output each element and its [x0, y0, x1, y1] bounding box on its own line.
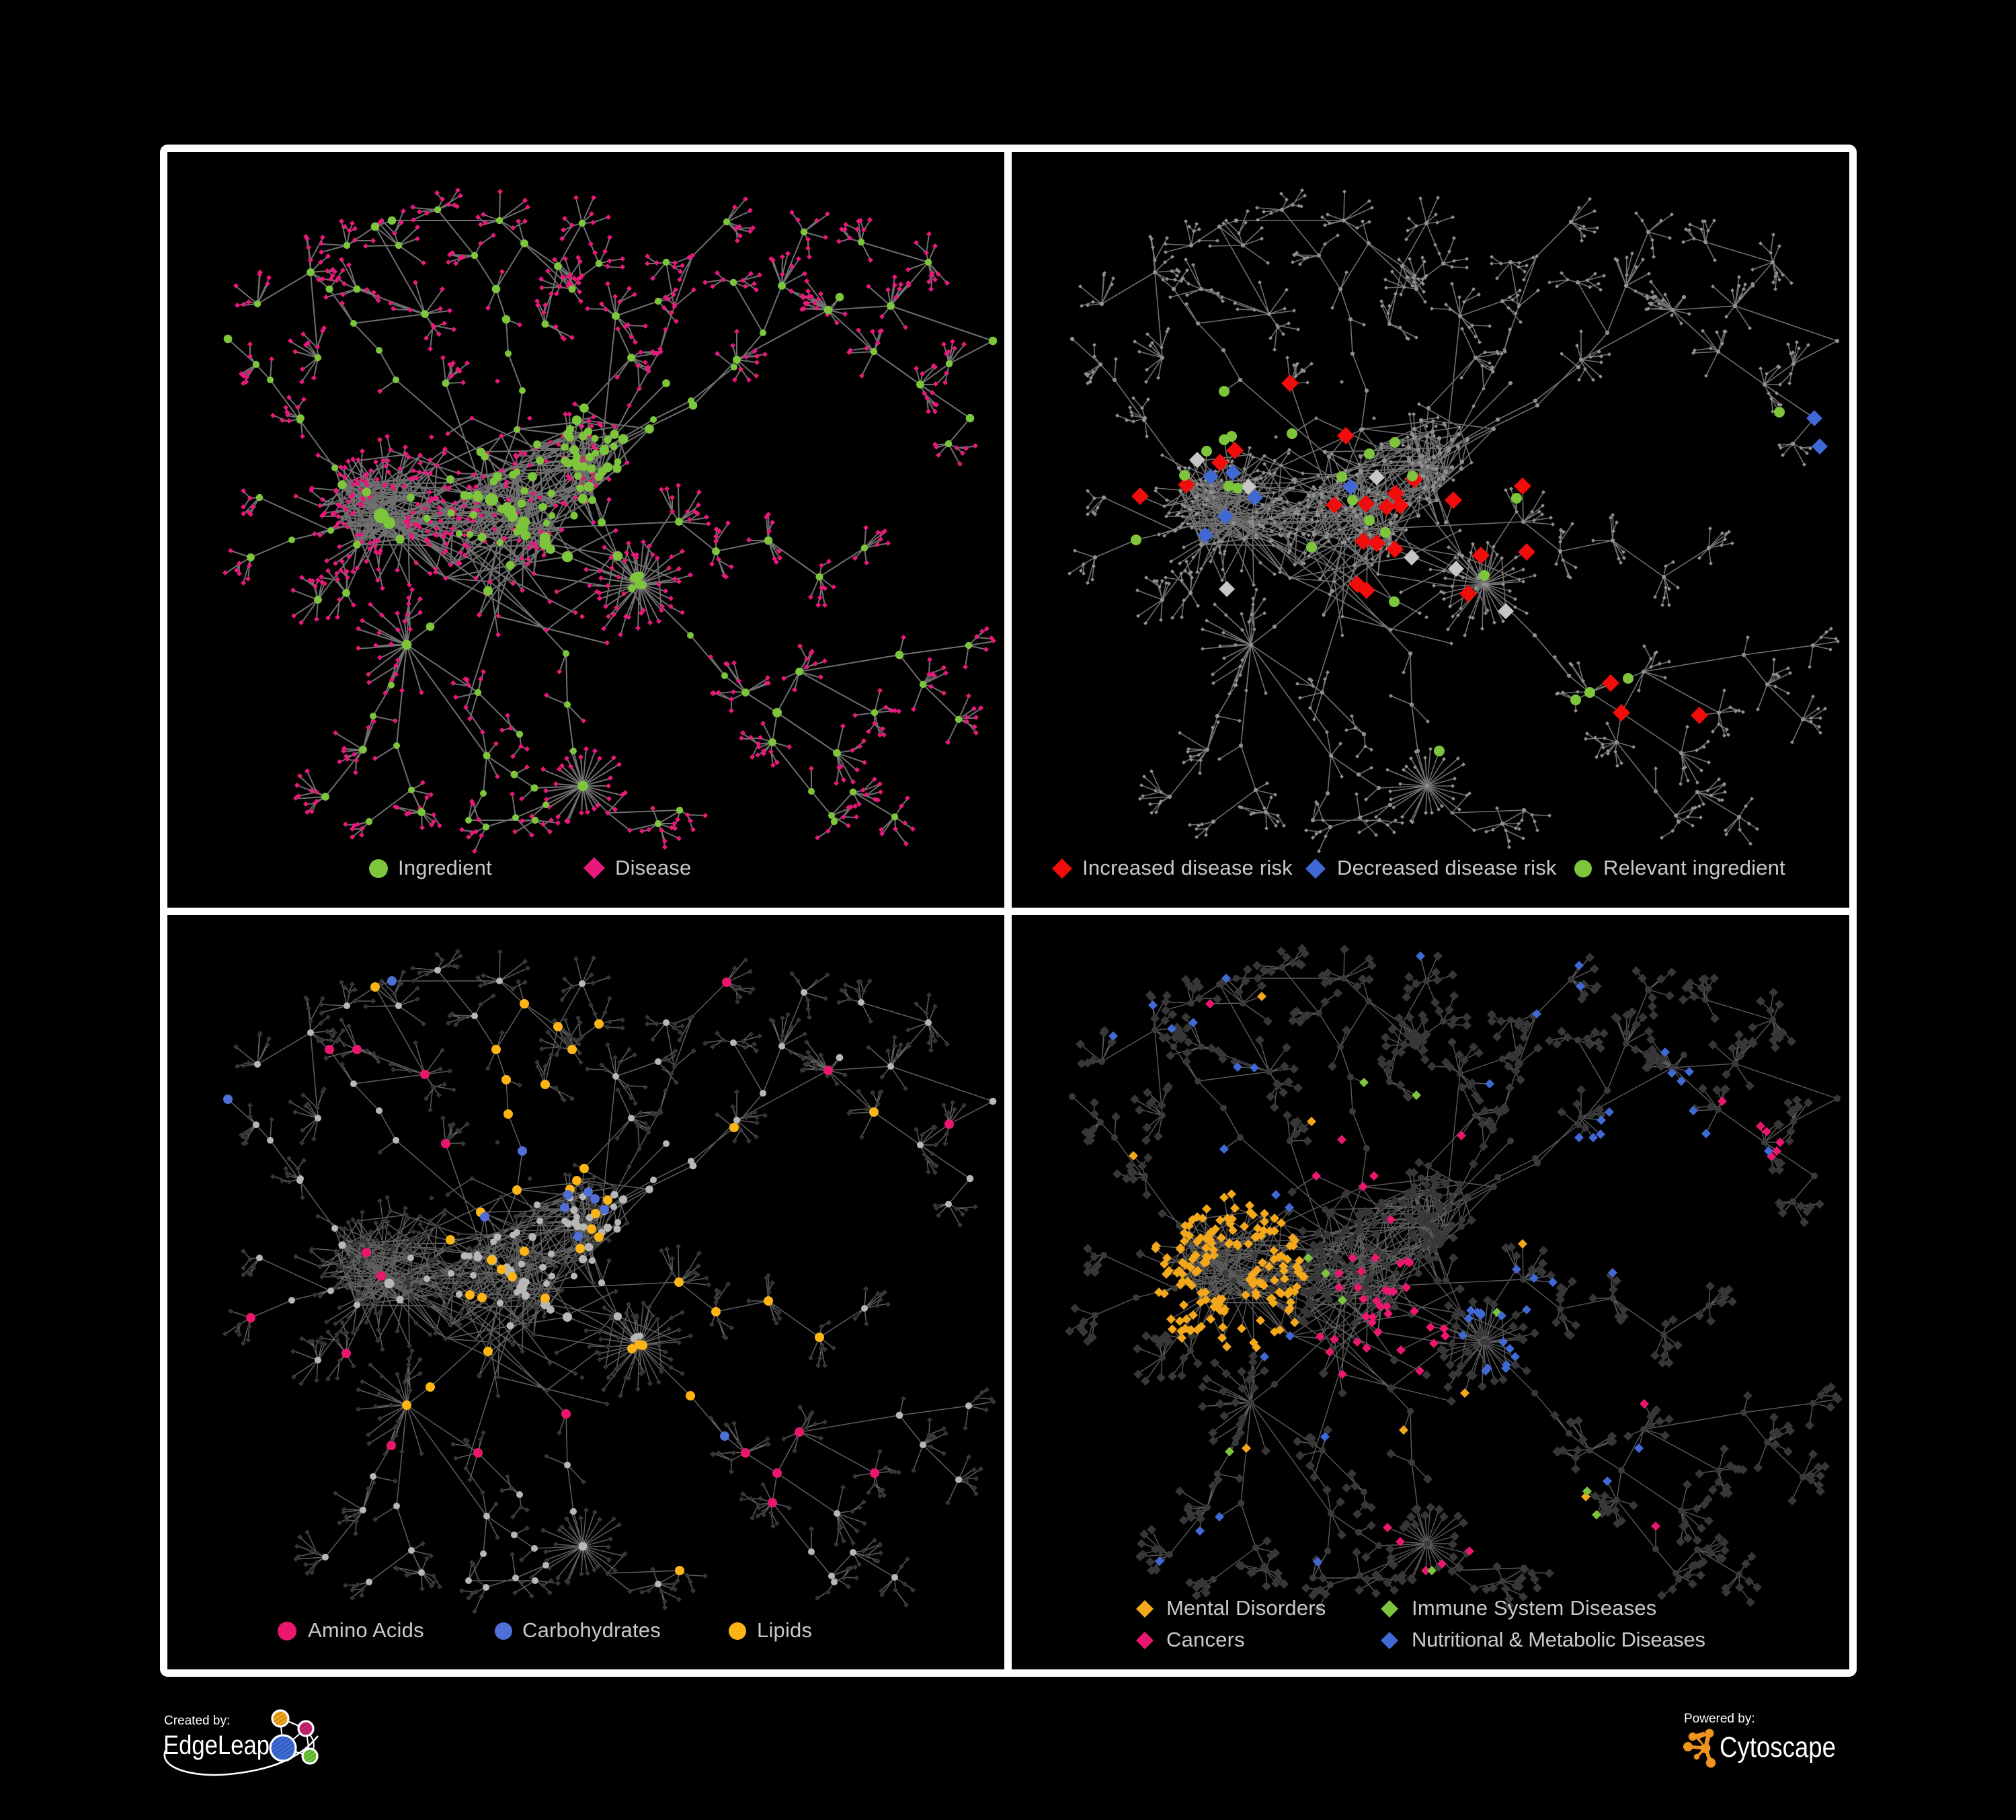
svg-text:Powered by:: Powered by: [1684, 1712, 1755, 1726]
svg-text:Created by:: Created by: [164, 1714, 230, 1728]
svg-text:EdgeLeap: EdgeLeap [163, 1731, 270, 1760]
svg-text:Cytoscape: Cytoscape [1720, 1731, 1836, 1764]
